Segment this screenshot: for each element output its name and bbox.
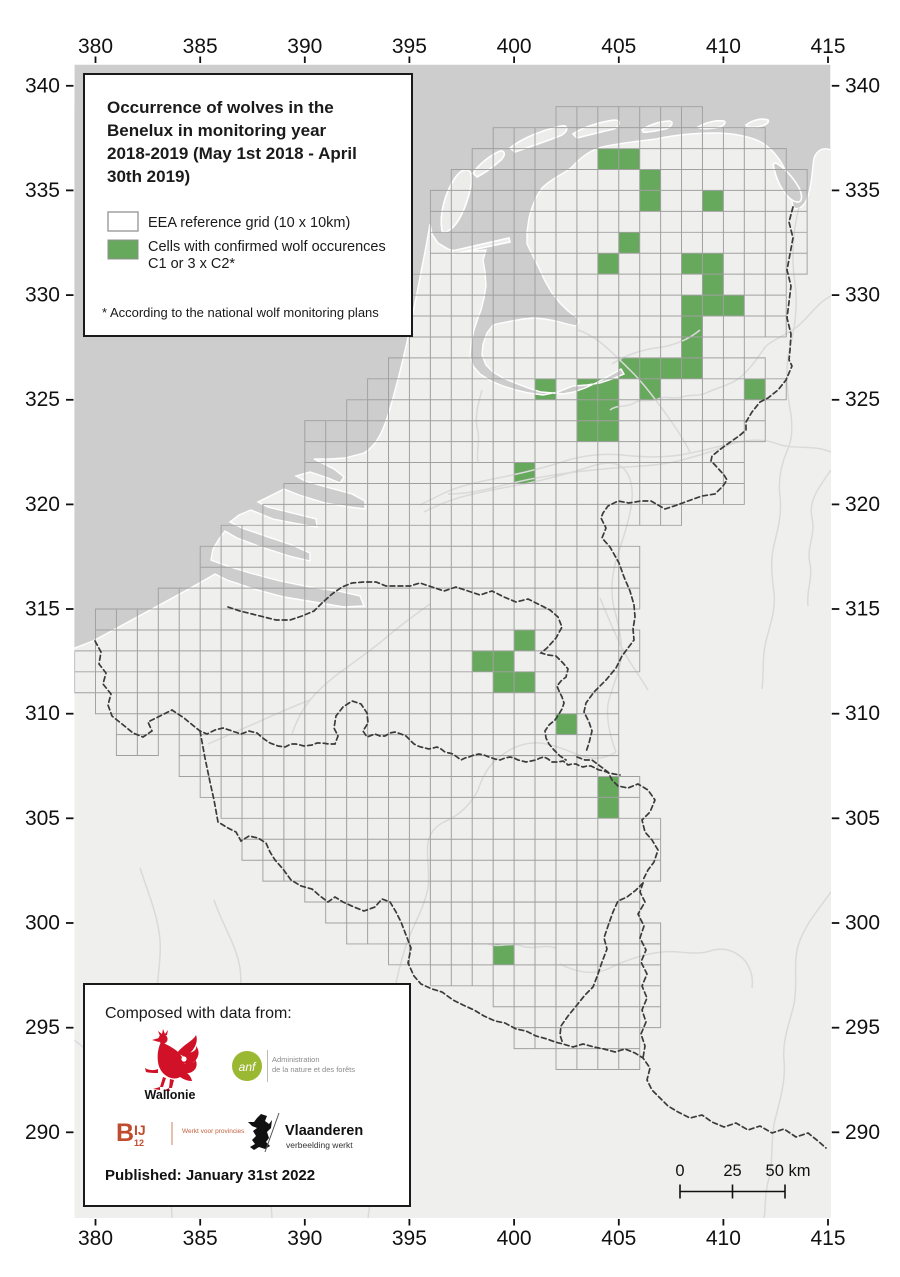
svg-text:305: 305	[845, 807, 880, 830]
svg-text:anf: anf	[239, 1060, 257, 1074]
svg-text:380: 380	[78, 1227, 113, 1250]
svg-text:0: 0	[675, 1162, 684, 1180]
svg-text:290: 290	[845, 1121, 880, 1144]
svg-text:320: 320	[845, 493, 880, 516]
svg-text:335: 335	[845, 179, 880, 202]
svg-text:IJ: IJ	[134, 1122, 146, 1138]
svg-text:415: 415	[810, 1227, 845, 1250]
svg-text:300: 300	[25, 912, 60, 935]
svg-text:25: 25	[723, 1162, 741, 1180]
svg-text:295: 295	[25, 1016, 60, 1039]
svg-text:295: 295	[845, 1016, 880, 1039]
svg-text:340: 340	[845, 74, 880, 97]
svg-text:C1 or 3 x C2*: C1 or 3 x C2*	[148, 256, 235, 272]
svg-text:305: 305	[25, 807, 60, 830]
svg-text:395: 395	[392, 1227, 427, 1250]
svg-text:Cells with confirmed wolf occu: Cells with confirmed wolf occurences	[148, 239, 386, 255]
svg-text:Benelux in monitoring year: Benelux in monitoring year	[107, 121, 327, 140]
svg-text:385: 385	[183, 1227, 218, 1250]
svg-text:390: 390	[287, 1227, 322, 1250]
svg-text:2018-2019 (May 1st 2018 - Apri: 2018-2019 (May 1st 2018 - April	[107, 144, 357, 163]
svg-text:310: 310	[845, 702, 880, 725]
svg-text:330: 330	[25, 284, 60, 307]
svg-text:290: 290	[25, 1121, 60, 1144]
svg-text:410: 410	[706, 1227, 741, 1250]
svg-text:* According to the national wo: * According to the national wolf monitor…	[102, 305, 379, 320]
svg-text:12: 12	[134, 1138, 144, 1148]
svg-text:325: 325	[25, 388, 60, 411]
svg-text:310: 310	[25, 702, 60, 725]
svg-text:Vlaanderen: Vlaanderen	[285, 1123, 363, 1139]
svg-text:Wallonie: Wallonie	[145, 1088, 196, 1102]
svg-text:320: 320	[25, 493, 60, 516]
svg-text:390: 390	[287, 35, 322, 58]
svg-text:verbeelding werkt: verbeelding werkt	[286, 1140, 353, 1150]
svg-text:30th 2019): 30th 2019)	[107, 167, 190, 186]
svg-text:50 km: 50 km	[766, 1162, 811, 1180]
svg-text:415: 415	[810, 35, 845, 58]
svg-text:Composed with data from:: Composed with data from:	[105, 1005, 292, 1022]
svg-text:Werkt voor provincies: Werkt voor provincies	[182, 1128, 245, 1135]
svg-text:315: 315	[25, 598, 60, 621]
svg-text:335: 335	[25, 179, 60, 202]
svg-text:325: 325	[845, 388, 880, 411]
svg-text:405: 405	[601, 35, 636, 58]
svg-text:405: 405	[601, 1227, 636, 1250]
svg-text:330: 330	[845, 284, 880, 307]
svg-text:410: 410	[706, 35, 741, 58]
svg-text:385: 385	[183, 35, 218, 58]
svg-text:315: 315	[845, 598, 880, 621]
svg-text:Published: January 31st 2022: Published: January 31st 2022	[105, 1167, 315, 1184]
svg-text:300: 300	[845, 912, 880, 935]
svg-text:EEA reference grid (10 x 10km): EEA reference grid (10 x 10km)	[148, 215, 350, 231]
svg-text:340: 340	[25, 74, 60, 97]
svg-text:Occurrence of wolves in the: Occurrence of wolves in the	[107, 98, 334, 117]
svg-text:380: 380	[78, 35, 113, 58]
svg-text:400: 400	[497, 35, 532, 58]
svg-text:de la nature et des forêts: de la nature et des forêts	[272, 1065, 355, 1074]
svg-text:B: B	[116, 1119, 134, 1147]
svg-text:Administration: Administration	[272, 1055, 320, 1064]
svg-text:400: 400	[497, 1227, 532, 1250]
svg-text:395: 395	[392, 35, 427, 58]
